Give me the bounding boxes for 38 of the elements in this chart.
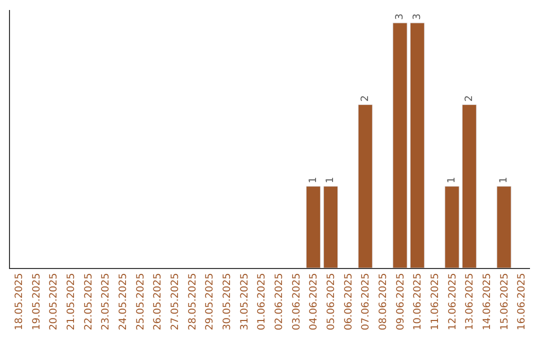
x-tick-label: 08.06.2025 [378,273,389,330]
data-label: 3 [412,14,423,20]
x-tick-label: 29.05.2025 [204,273,216,330]
x-tick-label: 24.05.2025 [118,273,129,330]
x-tick-label: 23.05.2025 [100,273,112,330]
data-label: 1 [308,176,319,184]
x-tick-label: 22.05.2025 [83,273,94,330]
x-tick-label: 19.05.2025 [31,273,42,330]
x-tick-label: 12.06.2025 [447,273,458,330]
x-tick-label: 18.05.2025 [14,273,25,330]
x-tick-label: 20.05.2025 [48,273,60,330]
data-label: 2 [464,95,475,102]
x-tick-label: 14.06.2025 [482,273,493,330]
x-tick-label: 11.06.2025 [430,273,441,330]
x-tick-label: 04.06.2025 [308,273,320,330]
x-tick-label: 31.05.2025 [239,273,250,330]
x-tick-label: 25.05.2025 [135,273,146,330]
x-tick-label: 02.06.2025 [274,273,285,330]
x-tick-label: 07.06.2025 [360,273,372,330]
data-label: 2 [360,95,371,102]
x-tick-label: 09.06.2025 [395,273,406,330]
x-tick-label: 21.05.2025 [66,273,77,330]
x-tick-label: 03.06.2025 [291,273,302,330]
x-tick-label: 13.06.2025 [464,273,476,330]
x-tick-label: 10.06.2025 [412,273,424,330]
data-label: 3 [394,14,406,20]
x-tick-label: 06.06.2025 [343,273,354,330]
x-tick-label: 27.05.2025 [170,273,181,330]
data-label: 1 [325,176,336,184]
x-tick-label: 26.05.2025 [152,273,164,330]
x-tick-label: 28.05.2025 [187,273,198,330]
data-label: 1 [446,176,458,184]
x-tick-label: 15.06.2025 [499,273,510,330]
x-tick-label: 01.06.2025 [256,273,268,330]
x-tick-label: 30.05.2025 [222,273,233,330]
x-tick-label: 05.06.2025 [326,273,337,330]
data-label: 1 [498,176,510,184]
x-tick-label: 16.06.2025 [516,273,528,330]
